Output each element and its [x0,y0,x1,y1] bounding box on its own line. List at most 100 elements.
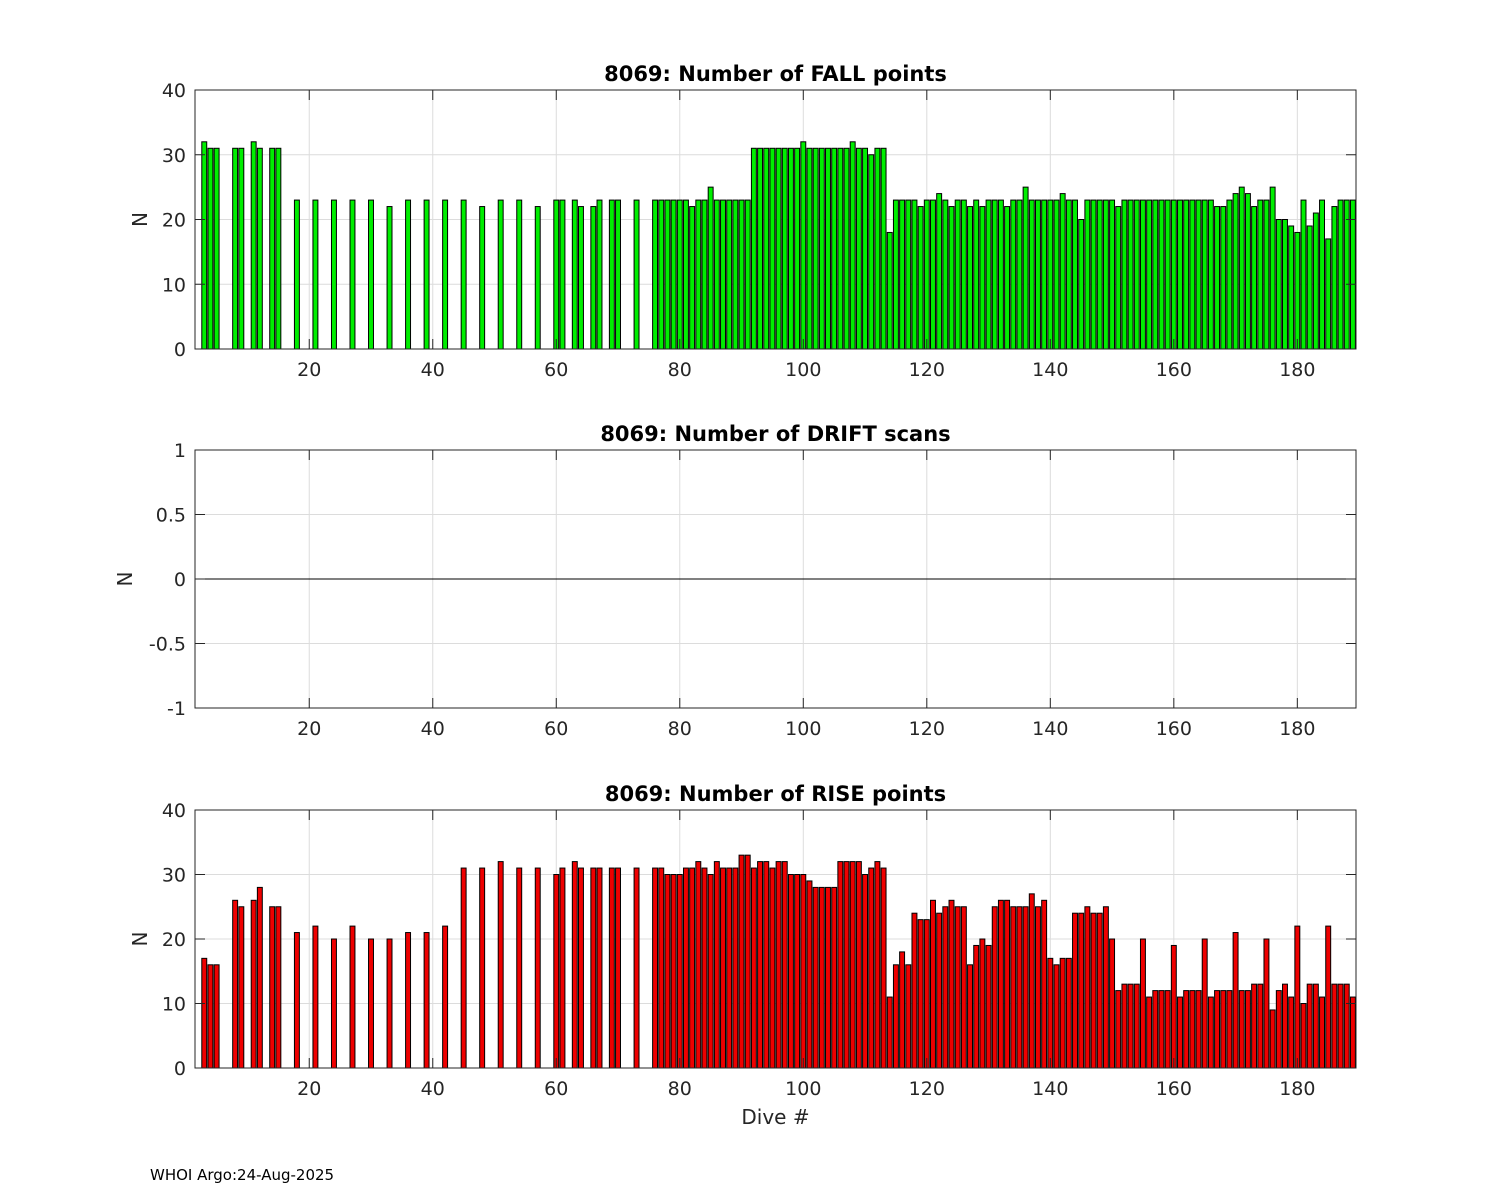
bar-dive-157 [1152,199,1159,350]
bar-dive-146 [1084,199,1091,350]
bar-dive-93 [757,147,764,350]
bar-dive-161 [1177,199,1183,350]
bar-dive-15 [275,147,282,350]
bar-dive-126 [960,906,967,1069]
y-tick-label: 40 [162,80,186,102]
bar-dive-178 [1282,219,1288,350]
chart-title: 8069: Number of FALL points [604,62,947,86]
bar-dive-136 [1022,186,1029,350]
bar-dive-122 [936,912,943,1069]
bar-dive-104 [825,147,831,350]
bar-dive-94 [763,861,770,1069]
bar-dive-167 [1214,206,1221,350]
bar-dive-92 [750,867,757,1069]
bar-dive-57 [534,206,541,350]
bar-dive-42 [442,199,449,350]
bar-dive-99 [794,147,801,350]
bar-dive-175 [1263,938,1270,1069]
bar-dive-131 [991,906,998,1069]
bar-dive-156 [1146,199,1153,350]
bar-dive-144 [1072,912,1078,1069]
bar-dive-142 [1059,193,1066,350]
bar-dive-115 [892,199,899,350]
bar-dive-69 [608,867,615,1069]
bar-dive-182 [1306,225,1313,350]
bar-dive-78 [664,874,671,1069]
bar-dive-119 [917,919,924,1069]
bar-dive-48 [479,206,486,350]
y-tick-label: 30 [162,865,186,887]
bar-dive-146 [1084,906,1091,1069]
bar-dive-183 [1312,212,1319,350]
bar-dive-107 [843,861,850,1069]
bar-dive-18 [293,199,300,350]
bar-dive-155 [1139,199,1146,350]
bar-dive-42 [442,925,449,1069]
bar-dive-139 [1041,899,1048,1069]
x-tick-label: 100 [785,1078,821,1100]
x-tick-label: 180 [1279,1078,1315,1100]
bar-dive-186 [1331,983,1338,1069]
bar-dive-87 [720,867,726,1069]
bar-dive-3 [201,141,208,350]
bar-dive-14 [269,906,276,1069]
x-tick-label: 40 [421,718,445,740]
bar-dive-90 [738,854,745,1069]
bar-dive-151 [1115,206,1122,350]
bar-dive-133 [1004,206,1011,350]
chart-title: 8069: Number of RISE points [605,782,946,806]
bar-dive-100 [800,141,807,350]
bar-dive-152 [1121,199,1128,350]
bar-dive-98 [787,874,794,1069]
bar-dive-76 [652,199,659,350]
bar-dive-5 [213,964,220,1069]
bar-dive-149 [1102,906,1109,1069]
bar-dive-166 [1207,996,1214,1069]
bar-dive-117 [905,199,912,350]
bar-dive-187 [1337,199,1344,350]
bar-dive-100 [800,874,807,1069]
x-tick-label: 40 [421,359,445,381]
x-tick-label: 120 [909,359,945,381]
bar-dive-70 [615,199,621,350]
bar-dive-114 [886,996,893,1069]
bar-dive-177 [1275,990,1282,1069]
bar-dive-129 [979,938,986,1069]
bar-dive-168 [1220,990,1227,1069]
bar-dive-80 [676,199,683,350]
bar-dive-14 [269,147,276,350]
bar-dive-106 [837,147,844,350]
bar-dive-45 [460,867,467,1069]
bar-dive-186 [1331,206,1338,350]
bar-dive-141 [1053,199,1060,350]
bar-dive-145 [1078,912,1085,1069]
y-axis-label: N [113,572,137,587]
bar-dive-147 [1090,912,1097,1069]
bar-dive-63 [571,199,578,350]
x-tick-label: 80 [668,718,692,740]
bar-dive-81 [682,867,689,1069]
bar-dive-171 [1238,186,1245,350]
y-tick-label: 0 [174,569,186,591]
bar-dive-134 [1010,906,1017,1069]
x-tick-label: 120 [909,1078,945,1100]
bar-dive-173 [1251,983,1258,1069]
bar-dive-123 [942,906,949,1069]
bar-dive-36 [405,199,412,350]
bar-dive-158 [1158,990,1165,1069]
bar-dive-124 [948,899,955,1069]
bar-dive-24 [330,938,337,1069]
x-tick-label: 140 [1032,1078,1068,1100]
bar-dive-114 [886,231,893,350]
bar-dive-157 [1152,990,1159,1069]
bar-dive-143 [1065,957,1072,1069]
bar-dive-126 [960,199,967,350]
bar-dive-94 [763,147,770,350]
bar-dive-69 [608,199,615,350]
bar-dive-160 [1170,944,1177,1069]
x-tick-label: 60 [544,718,568,740]
chart-panel-1: 20 40 60 80 100 120 140 160 180 0 10 20 30 40 8069: Nu… [128,62,1357,381]
bar-dive-78 [664,199,671,350]
y-tick-label: 1 [174,440,186,462]
bar-dive-171 [1238,990,1245,1069]
